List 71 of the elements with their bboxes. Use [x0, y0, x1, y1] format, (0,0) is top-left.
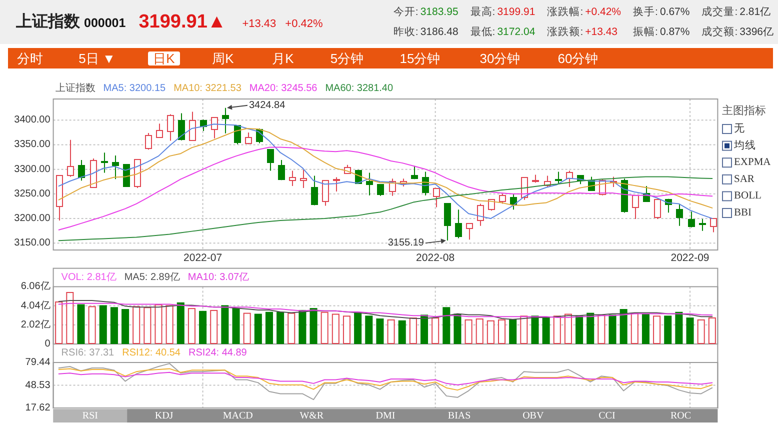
text: 月K	[272, 51, 294, 66]
text: +0.42%	[585, 6, 622, 18]
text: 0.67%	[660, 6, 690, 18]
text: 3199.91	[497, 6, 536, 18]
text: +0.42%	[285, 18, 324, 30]
text: BBI	[734, 208, 752, 218]
text: 2.81亿	[740, 6, 772, 18]
text: SAR	[734, 174, 754, 185]
text: 5分钟	[330, 51, 364, 66]
text: 3186.48	[420, 26, 458, 38]
text: CCI	[598, 410, 616, 422]
text: 15分钟	[400, 51, 440, 66]
legend: 上证指数 MA5: 3200.15 MA10: 3221.53 MA20: 3245.56 MA60: 3281.40	[55, 83, 394, 94]
y-tick-label: 48.53	[25, 380, 51, 391]
y-tick-label: 3300.00	[14, 164, 51, 175]
text: RSI	[82, 410, 98, 422]
text: KDJ	[154, 410, 174, 422]
y-tick-label: 2.02亿	[20, 319, 50, 330]
text: 最低:	[470, 26, 496, 38]
y-tick-label: 6.06亿	[20, 281, 50, 292]
text: 3396亿	[740, 26, 774, 38]
text: MACD	[222, 410, 253, 422]
text: BOLL	[734, 190, 762, 202]
text: 30分钟	[480, 51, 520, 66]
text: 涨跌幅:	[547, 6, 584, 18]
text: 成交量:	[702, 5, 738, 18]
text: DMI	[376, 410, 396, 422]
text: ROC	[670, 410, 692, 422]
text: 涨跌额:	[547, 25, 584, 38]
text: 日K	[153, 51, 176, 66]
legend: RSI6: 37.31 RSI12: 40.54 RSI24: 44.89	[61, 348, 247, 358]
text: 无	[734, 122, 745, 134]
y-tick-label: 17.62	[25, 402, 51, 414]
text: W&R	[300, 410, 324, 422]
text: 5日 ▼	[78, 51, 116, 66]
y-tick-label: 0	[44, 338, 51, 350]
text: 上证指数	[15, 12, 81, 30]
y-tick-label: 3400.00	[14, 114, 51, 126]
y-tick-label: 3250.00	[14, 188, 51, 200]
legend: VOL: 2.81亿 MA5: 2.89亿 MA10: 3.07亿	[61, 272, 250, 283]
y-tick-label: 3200.00	[14, 213, 51, 224]
text: 000001	[84, 16, 126, 30]
text: +13.43	[585, 26, 618, 38]
text: 3199.91▲	[138, 12, 226, 32]
text: 成交额:	[702, 25, 738, 38]
y-tick-label: 4.04亿	[20, 300, 50, 312]
text: 主图指标	[722, 104, 766, 117]
x-tick-label: 2022-08	[416, 252, 455, 264]
y-tick-label: 3150.00	[14, 238, 51, 249]
annotation: 3155.19	[388, 238, 424, 249]
x-tick-label: 2022-09	[670, 252, 710, 264]
text: 周K	[212, 51, 234, 66]
text: 换手:	[633, 5, 658, 18]
y-tick-label: 3350.00	[14, 139, 51, 150]
text: 3172.04	[497, 26, 536, 38]
text: +13.43	[242, 18, 276, 30]
text: 3183.95	[420, 6, 458, 18]
text: 均线	[733, 138, 756, 152]
y-tick-label: 79.44	[25, 357, 51, 368]
text: BIAS	[448, 410, 471, 422]
x-tick-label: 2022-07	[184, 252, 222, 264]
text: 昨收:	[393, 26, 418, 38]
text: 振幅:	[633, 26, 658, 38]
text: 0.87%	[660, 26, 690, 38]
text: 最高:	[470, 5, 496, 18]
text: 60分钟	[558, 51, 598, 66]
text: 今开:	[393, 6, 418, 18]
annotation: 3424.84	[249, 100, 286, 111]
text: OBV	[522, 410, 544, 422]
text: 分时	[17, 51, 43, 66]
text: EXPMA	[734, 157, 772, 168]
